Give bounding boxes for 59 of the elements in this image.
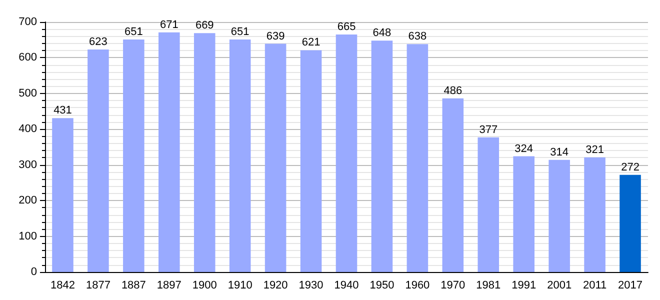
data-label: 669 xyxy=(195,20,214,32)
x-tick-label: 1900 xyxy=(192,280,217,292)
data-label: 431 xyxy=(54,104,72,117)
data-label: 623 xyxy=(89,36,108,48)
data-label: 648 xyxy=(372,27,392,40)
data-label: 314 xyxy=(550,146,569,158)
x-tick-label: 1970 xyxy=(440,280,466,292)
data-label: 665 xyxy=(337,21,356,33)
y-tick-label: 500 xyxy=(18,87,37,100)
data-label: 638 xyxy=(408,30,427,43)
bar xyxy=(52,118,74,272)
x-tick-label: 1920 xyxy=(263,280,288,292)
data-label: 639 xyxy=(266,30,285,42)
bar xyxy=(194,33,216,272)
x-tick-label: 1877 xyxy=(86,280,110,292)
data-label: 324 xyxy=(514,142,534,155)
bar xyxy=(442,98,464,272)
data-label: 651 xyxy=(124,26,143,38)
x-tick-label: 1910 xyxy=(228,280,252,292)
x-tick-label: 1887 xyxy=(121,280,146,292)
y-tick-label: 100 xyxy=(18,230,37,242)
y-tick-label: 400 xyxy=(18,123,37,136)
bar xyxy=(513,156,534,272)
y-tick-label: 0 xyxy=(30,266,37,278)
bar xyxy=(584,157,606,272)
bar xyxy=(548,160,570,272)
bar xyxy=(123,40,144,272)
y-tick-label: 200 xyxy=(18,194,37,207)
bar xyxy=(478,137,500,272)
bar xyxy=(371,40,393,272)
x-tick-label: 1991 xyxy=(512,280,536,292)
y-tick-label: 700 xyxy=(18,16,37,28)
bar xyxy=(336,34,358,272)
y-tick-label: 600 xyxy=(18,52,37,64)
data-label: 486 xyxy=(444,84,462,97)
x-tick-label: 1930 xyxy=(298,280,324,292)
y-tick-label: 300 xyxy=(18,158,37,171)
x-tick-label: 1981 xyxy=(476,280,501,292)
bar xyxy=(158,32,180,272)
x-tick-label: 1940 xyxy=(334,280,359,292)
bar xyxy=(264,44,286,272)
x-tick-label: 2001 xyxy=(547,280,572,292)
data-label: 651 xyxy=(230,26,250,38)
data-label: 321 xyxy=(586,144,604,156)
x-tick-label: 1950 xyxy=(370,280,394,292)
data-label: 671 xyxy=(160,18,178,31)
bar xyxy=(406,44,428,272)
x-tick-label: 2017 xyxy=(618,280,643,292)
x-tick-label: 1897 xyxy=(156,280,182,292)
bar xyxy=(620,174,641,272)
data-label: 377 xyxy=(479,124,498,136)
bar xyxy=(229,40,251,272)
bar xyxy=(300,50,322,272)
bar xyxy=(88,50,109,272)
data-label: 272 xyxy=(621,161,640,174)
x-tick-label: 2011 xyxy=(582,280,607,292)
x-tick-label: 1960 xyxy=(405,280,430,292)
x-tick-label: 1842 xyxy=(50,280,75,292)
data-label: 621 xyxy=(302,36,320,49)
